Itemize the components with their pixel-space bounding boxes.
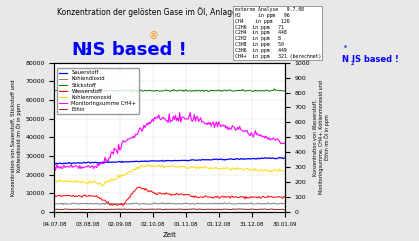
Text: Konzentration der gelösten Gase im Öl, Anlagentransformator: Konzentration der gelösten Gase im Öl, A…	[57, 7, 295, 17]
Text: N: N	[341, 55, 349, 64]
Text: IS based !: IS based !	[352, 55, 399, 64]
Text: •: •	[343, 43, 348, 52]
Text: ®: ®	[149, 31, 158, 41]
Text: N: N	[71, 41, 86, 59]
Y-axis label: Konzentration von Sauerstoff, Stickstoff und
Kohlendioxid im Öl in ppm: Konzentration von Sauerstoff, Stickstoff…	[11, 79, 23, 196]
Text: 2: 2	[350, 61, 354, 67]
Y-axis label: Konzentration von Wasserstoff,
Monitoringsumme, CH4+, Kohlenmonoxid und
Ethin im: Konzentration von Wasserstoff, Monitorin…	[313, 80, 331, 194]
Legend: Sauerstoff, Kohlendioxid, Stickstoff, Wasserstoff, Kohlenmonoxid, Monitoringsumm: Sauerstoff, Kohlendioxid, Stickstoff, Wa…	[57, 68, 139, 114]
Text: 2: 2	[84, 48, 90, 57]
Text: externe Analyse   9.7.08
H2      in ppm   96
CH4    in ppm   126
C2H6  in ppm   : externe Analyse 9.7.08 H2 in ppm 96 CH4 …	[235, 7, 321, 59]
Text: IS based !: IS based !	[86, 41, 186, 59]
X-axis label: Zeit: Zeit	[163, 232, 177, 238]
